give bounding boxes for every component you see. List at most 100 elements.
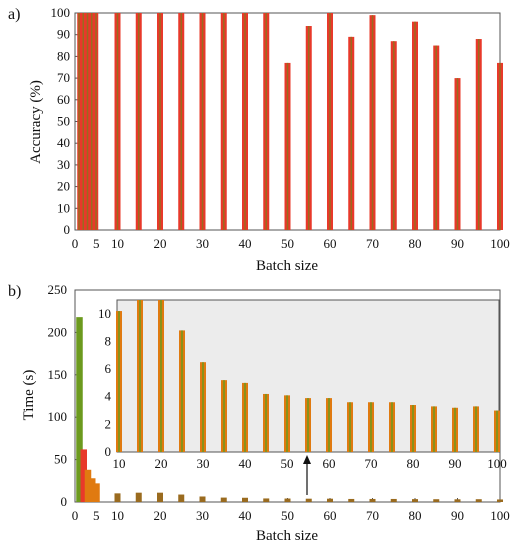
bar-core — [286, 62, 289, 230]
inset-y-tick-label: 6 — [105, 361, 112, 376]
y-tick-label: 100 — [51, 5, 71, 20]
inset-bar-core — [433, 406, 435, 452]
inset-bar-core — [160, 300, 162, 452]
x-tick-label: 50 — [281, 236, 294, 251]
x-tick-label: 100 — [490, 508, 510, 523]
bar — [497, 499, 503, 502]
inset-bar-core — [391, 402, 393, 452]
dense-bar-stripe — [82, 13, 84, 230]
x-tick-label: 60 — [324, 236, 337, 251]
x-tick-label: 80 — [409, 508, 422, 523]
bar-core — [371, 15, 374, 231]
small-batch-bar — [93, 483, 100, 502]
y-tick-label: 70 — [57, 70, 70, 85]
y-tick-label: 100 — [48, 409, 68, 424]
panel-a-bars — [77, 13, 503, 231]
inset-x-tick-label: 60 — [323, 456, 336, 471]
inset-bar-core — [118, 311, 120, 452]
x-tick-label: 60 — [324, 508, 337, 523]
bar — [135, 492, 142, 502]
y-tick-label: 0 — [64, 222, 71, 237]
x-tick-label: 5 — [93, 508, 100, 523]
x-tick-label: 70 — [366, 508, 379, 523]
inset-bar-core — [244, 382, 246, 452]
panel-b-y-axis-title: Time (s) — [21, 370, 37, 421]
inset-bar-core — [223, 380, 225, 452]
bar — [284, 498, 291, 502]
inset-x-tick-label: 90 — [449, 456, 462, 471]
inset-y-ticks: 0 2 4 6 8 10 — [98, 306, 121, 459]
bar — [305, 498, 312, 502]
bar-core — [159, 13, 161, 230]
x-tick-label: 40 — [239, 508, 252, 523]
y-tick-label: 50 — [54, 452, 67, 467]
inset-bar-core — [496, 410, 498, 452]
panel-b-bars — [114, 492, 503, 502]
x-tick-label: 0 — [72, 508, 79, 523]
bar — [157, 492, 163, 502]
x-tick-label: 5 — [93, 236, 100, 251]
bar — [242, 497, 248, 502]
inset-bar-core — [454, 407, 456, 452]
bar — [178, 494, 185, 502]
x-tick-label: 10 — [111, 508, 124, 523]
bar-core — [456, 78, 459, 230]
y-tick-label: 80 — [57, 48, 70, 63]
small-batch-bar — [80, 449, 87, 502]
bar-core — [435, 45, 437, 230]
panel-a-y-axis-title: Accuracy (%) — [28, 80, 44, 164]
panel-a-x-ticks: 0 5 10 20 30 40 50 60 70 80 90 100 — [72, 226, 510, 251]
inset-y-tick-label: 10 — [98, 306, 111, 321]
y-tick-label: 150 — [48, 367, 68, 382]
bar-core — [223, 13, 225, 230]
panel-a-label: a) — [8, 6, 20, 23]
y-tick-label: 60 — [57, 92, 70, 107]
panel-b-y-ticks: 0 50 100 150 200 250 — [48, 282, 79, 509]
bar-core — [244, 13, 246, 230]
x-tick-label: 30 — [196, 508, 209, 523]
panel-a-y-ticks: 0 10 20 30 40 50 60 70 80 90 100 — [51, 5, 79, 237]
bar — [412, 499, 418, 502]
small-batch-bar — [76, 317, 83, 502]
bar — [475, 499, 482, 502]
bar-core — [393, 41, 395, 231]
inset-x-tick-label: 80 — [407, 456, 420, 471]
inset-y-tick-label: 4 — [105, 389, 112, 404]
y-tick-label: 250 — [48, 282, 68, 297]
dense-bar-stripe — [91, 13, 93, 230]
bar — [454, 499, 461, 502]
bar-core — [265, 13, 267, 230]
small-batch-bar — [84, 469, 92, 502]
panel-b-inset: 0 2 4 6 8 10 10 20 30 40 50 60 70 80 90 100 — [98, 299, 507, 471]
x-tick-label: 0 — [72, 236, 79, 251]
x-tick-label: 50 — [281, 508, 294, 523]
panel-b-x-axis-title: Batch size — [256, 528, 318, 544]
panel-b-x-ticks: 0 5 10 20 30 40 50 60 70 80 90 100 — [72, 498, 510, 523]
y-tick-label: 10 — [57, 200, 70, 215]
inset-bar-core — [475, 406, 477, 452]
inset-x-tick-label: 10 — [113, 456, 126, 471]
inset-bar-core — [349, 402, 351, 452]
bar-core — [180, 13, 182, 230]
x-tick-label: 10 — [111, 236, 124, 251]
dense-bar-stripe — [78, 13, 80, 230]
panel-b-small-batch-bars — [76, 317, 100, 502]
y-tick-label: 90 — [57, 27, 70, 42]
inset-x-tick-label: 40 — [239, 456, 252, 471]
inset-x-tick-label: 70 — [365, 456, 378, 471]
panel-b-label: b) — [8, 283, 21, 300]
inset-bar-core — [286, 395, 288, 452]
inset-x-tick-label: 20 — [155, 456, 168, 471]
x-tick-label: 30 — [196, 236, 209, 251]
arrow-head-icon — [303, 455, 311, 464]
inset-y-tick-label: 8 — [105, 333, 112, 348]
bar-core — [308, 26, 310, 230]
y-tick-label: 200 — [48, 324, 68, 339]
inset-bar-core — [265, 393, 267, 452]
bar — [433, 499, 440, 502]
inset-bar-core — [370, 402, 372, 452]
bar-core — [201, 13, 204, 230]
